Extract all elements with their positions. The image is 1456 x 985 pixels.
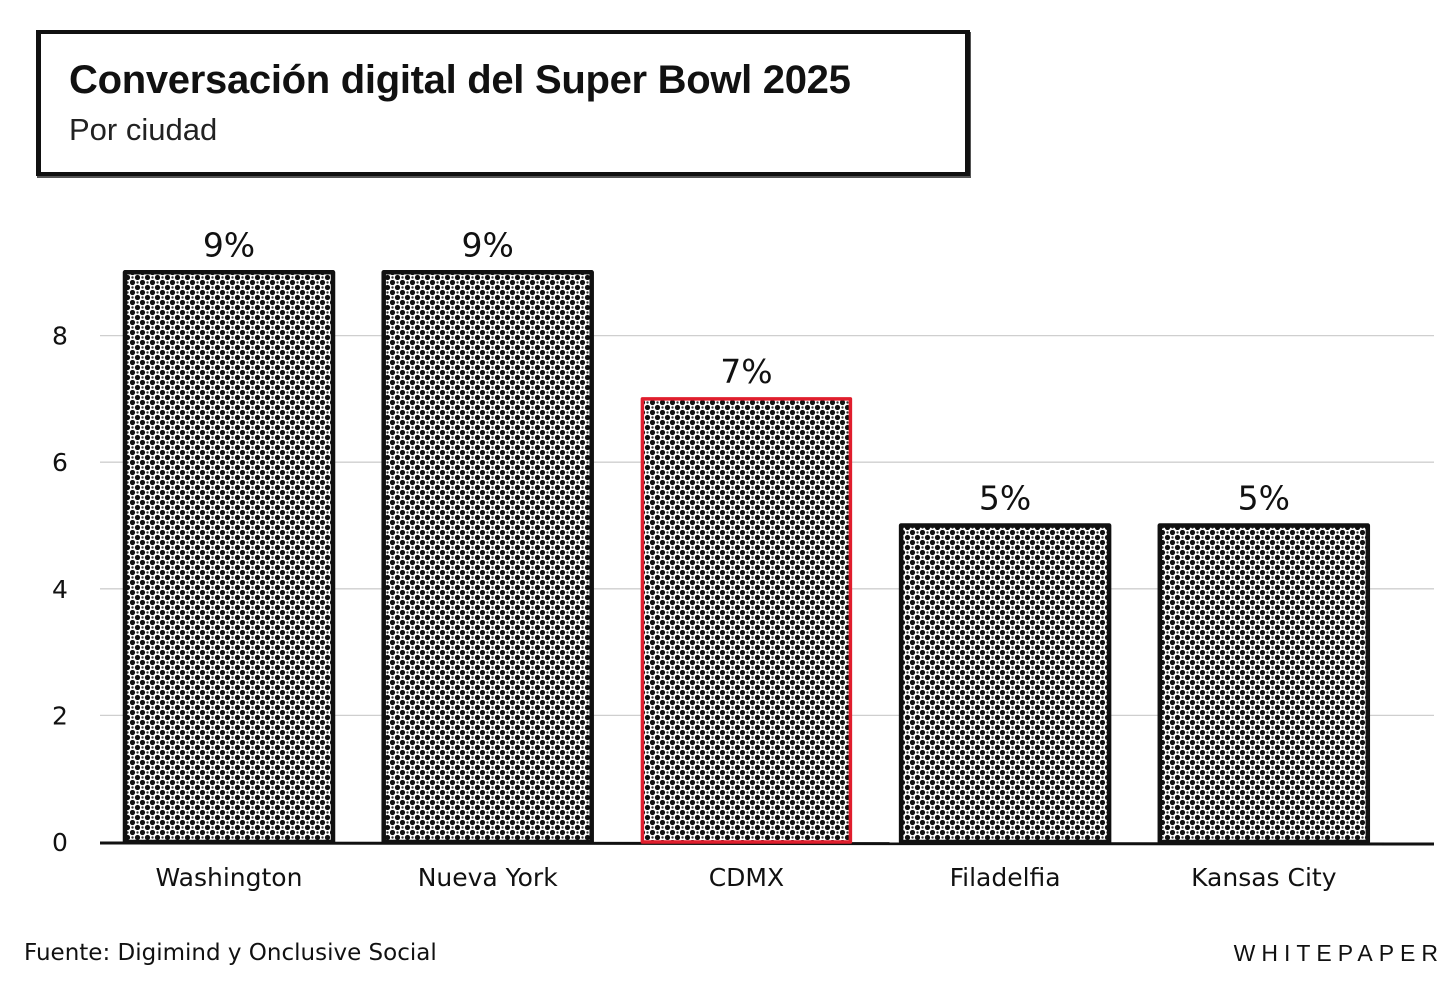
title-box: Conversación digital del Super Bowl 2025…	[36, 30, 970, 176]
bar-nueva-york	[381, 270, 594, 845]
bar-cdmx	[640, 397, 853, 844]
bar-kansas-city	[1157, 523, 1371, 845]
y-tick-label: 0	[52, 828, 68, 857]
labels: 0 2 4 6 8 9% Washington 9% Nueva York 7% CDMX 5% Fil…	[52, 225, 1337, 892]
x-tick-label: CDMX	[709, 863, 784, 892]
y-tick-label: 6	[52, 448, 68, 477]
data-label: 5%	[979, 479, 1031, 518]
source-note: Fuente: Digimind y Onclusive Social	[24, 940, 437, 966]
data-label: 9%	[203, 225, 255, 264]
x-tick-label: Kansas City	[1191, 863, 1337, 892]
bars	[122, 270, 1371, 845]
data-label: 7%	[720, 352, 772, 391]
chart-subtitle: Por ciudad	[69, 112, 218, 147]
bar-washington	[122, 270, 336, 845]
x-tick-label: Nueva York	[418, 863, 559, 892]
y-tick-label: 4	[52, 575, 68, 604]
data-label: 9%	[462, 225, 514, 264]
chart-title: Conversación digital del Super Bowl 2025	[69, 58, 851, 102]
data-label: 5%	[1238, 479, 1290, 518]
y-tick-label: 2	[52, 701, 68, 730]
x-tick-label: Filadelfia	[950, 863, 1061, 892]
brand-logo: WHITEPAPER	[1233, 940, 1444, 966]
bar-filadelfia	[898, 523, 1112, 845]
x-tick-label: Washington	[156, 863, 303, 892]
y-tick-label: 8	[52, 322, 68, 351]
